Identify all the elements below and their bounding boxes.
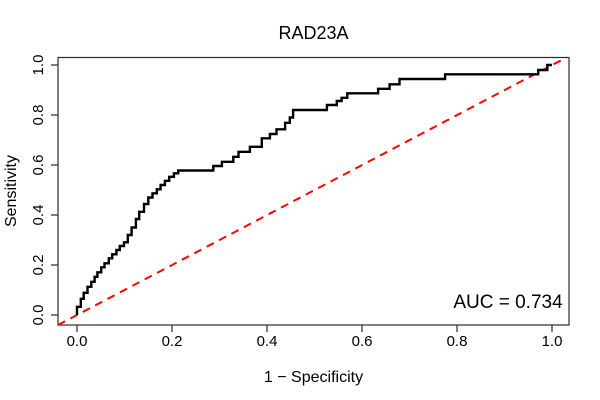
x-axis-label: 1 − Specificity [264,369,363,386]
x-tick-label: 0.8 [447,333,468,350]
y-tick-label: 1.0 [30,55,47,76]
y-tick-label: 0.4 [30,205,47,226]
y-axis-ticks: 0.0 0.2 0.4 0.6 0.8 1.0 [30,55,58,326]
x-tick-label: 1.0 [542,333,563,350]
x-tick-label: 0.2 [162,333,183,350]
y-tick-label: 0.6 [30,155,47,176]
y-tick-label: 0.8 [30,105,47,126]
y-axis-label: Sensitivity [3,155,20,227]
x-axis-ticks: 0.0 0.2 0.4 0.6 0.8 1.0 [67,325,563,350]
x-tick-label: 0.0 [67,333,88,350]
roc-curve [75,63,552,315]
plot-box [57,56,570,326]
y-tick-label: 0.2 [30,255,47,276]
auc-annotation: AUC = 0.734 [453,292,563,313]
x-tick-label: 0.6 [352,333,373,350]
y-tick-label: 0.0 [30,305,47,326]
plot-title: RAD23A [278,23,348,43]
x-tick-label: 0.4 [257,333,278,350]
chance-diagonal-line [57,56,567,326]
